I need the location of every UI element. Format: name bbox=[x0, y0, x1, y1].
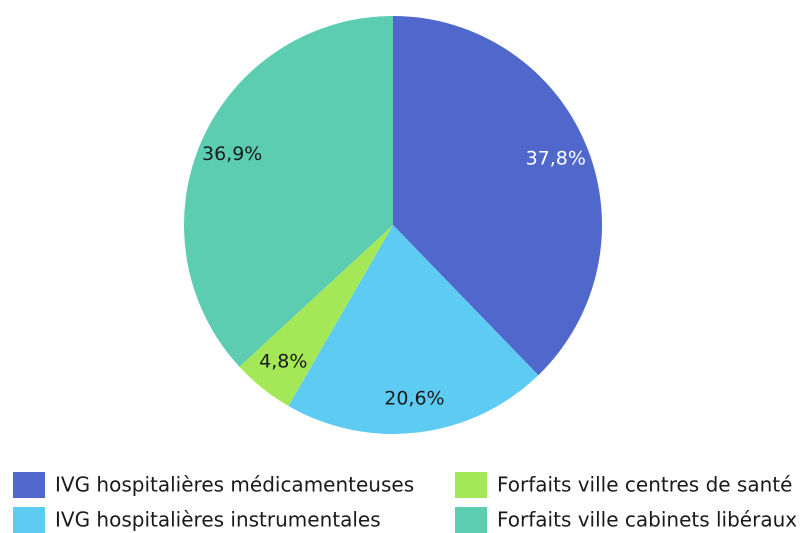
legend-swatch bbox=[13, 507, 45, 533]
legend-swatch bbox=[455, 507, 487, 533]
data-label: 20,6% bbox=[384, 388, 444, 410]
data-label: 36,9% bbox=[202, 143, 262, 165]
legend-label: Forfaits ville cabinets libéraux bbox=[497, 508, 797, 532]
pie-slice bbox=[239, 225, 393, 406]
legend-label: Forfaits ville centres de santé bbox=[497, 473, 792, 497]
data-label: 37,8% bbox=[526, 148, 586, 170]
legend-label: IVG hospitalières instrumentales bbox=[55, 508, 381, 532]
legend-swatch bbox=[455, 472, 487, 498]
pie-slice bbox=[184, 16, 393, 367]
data-label: 4,8% bbox=[259, 351, 307, 373]
pie-slice bbox=[288, 225, 539, 434]
legend-swatch bbox=[13, 472, 45, 498]
legend-label: IVG hospitalières médicamenteuses bbox=[55, 473, 414, 497]
pie-slice bbox=[393, 16, 602, 376]
